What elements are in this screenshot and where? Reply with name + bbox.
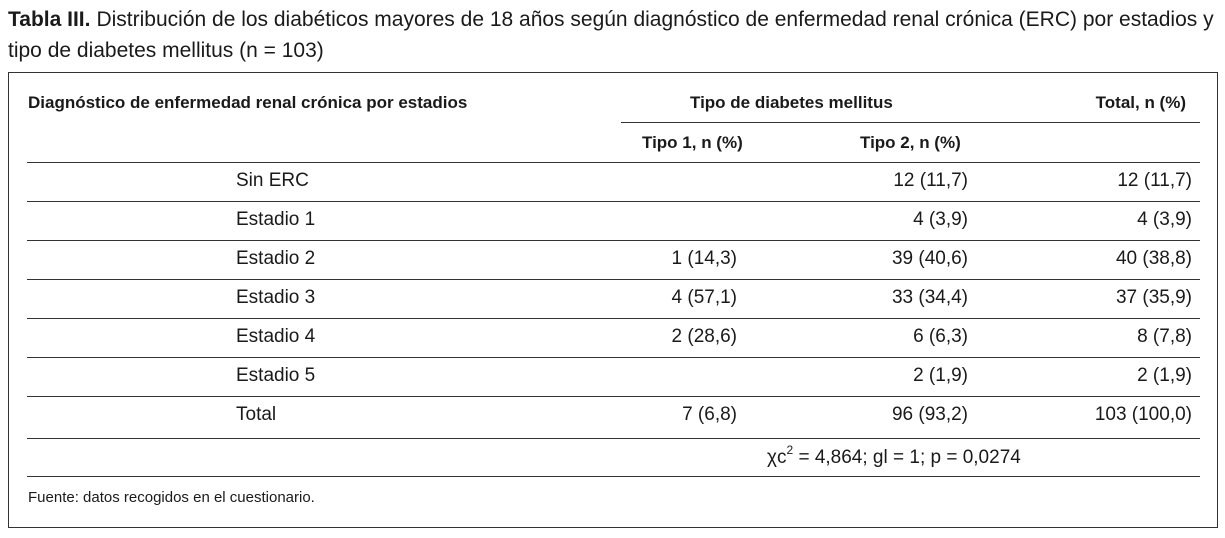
table-caption-label: Tabla III. [8, 8, 91, 31]
header-diabetes-type: Tipo de diabetes mellitus [690, 93, 893, 112]
statistic-rule [27, 476, 1200, 477]
table-frame: Diagnóstico de enfermedad renal crónica … [8, 72, 1218, 528]
chi-values: = 4,864; gl = 1; p = 0,0274 [793, 447, 1021, 468]
row-tipo2-value: 39 (40,6) [891, 248, 968, 269]
chi-superscript: 2 [786, 443, 794, 457]
row-label: Estadio 3 [236, 287, 316, 308]
chi-square-statistic: χc2 = 4,864; gl = 1; p = 0,0274 [767, 444, 1021, 469]
header-tipo2: Tipo 2, n (%) [860, 133, 961, 152]
row-divider [27, 240, 1200, 241]
row-tipo1-value: 4 (57,1) [671, 287, 737, 308]
table-caption-text: Distribución de los diabéticos mayores d… [8, 8, 1214, 62]
row-label: Estadio 1 [236, 209, 316, 230]
row-label: Estadio 4 [236, 326, 316, 347]
row-label: Estadio 2 [236, 248, 316, 269]
row-tipo2-value: 33 (34,4) [891, 287, 968, 308]
header-group-rule [621, 122, 1200, 123]
row-tipo2-value: 6 (6,3) [913, 326, 968, 347]
row-tipo2-value: 96 (93,2) [891, 404, 968, 425]
row-label: Total [236, 404, 277, 425]
header-rule [27, 162, 1200, 163]
row-tipo2-value: 4 (3,9) [913, 209, 968, 230]
table-footnote: Fuente: datos recogidos en el cuestionar… [28, 489, 315, 506]
row-total-value: 12 (11,7) [1117, 170, 1192, 191]
row-label: Estadio 5 [236, 365, 316, 386]
row-total-value: 40 (38,8) [1115, 248, 1192, 269]
row-divider [27, 201, 1200, 202]
table-bottom-rule [27, 438, 1200, 439]
header-total: Total, n (%) [1095, 93, 1186, 112]
row-total-value: 2 (1,9) [1137, 365, 1192, 386]
row-total-value: 8 (7,8) [1137, 326, 1192, 347]
row-divider [27, 396, 1200, 397]
row-divider [27, 318, 1200, 319]
row-tipo1-value: 7 (6,8) [682, 404, 737, 425]
row-total-value: 4 (3,9) [1137, 209, 1192, 230]
row-divider [27, 279, 1200, 280]
row-tipo2-value: 2 (1,9) [913, 365, 968, 386]
table-caption: Tabla III. Distribución de los diabéticos… [8, 4, 1220, 66]
header-tipo1: Tipo 1, n (%) [642, 133, 743, 152]
row-total-value: 37 (35,9) [1115, 287, 1192, 308]
row-tipo1-value: 2 (28,6) [671, 326, 737, 347]
row-divider [27, 357, 1200, 358]
row-tipo2-value: 12 (11,7) [893, 170, 968, 191]
header-diagnosis: Diagnóstico de enfermedad renal crónica … [28, 93, 468, 112]
row-tipo1-value: 1 (14,3) [671, 248, 737, 269]
chi-symbol: χc [767, 447, 787, 468]
row-label: Sin ERC [236, 170, 309, 191]
row-total-value: 103 (100,0) [1094, 404, 1192, 425]
